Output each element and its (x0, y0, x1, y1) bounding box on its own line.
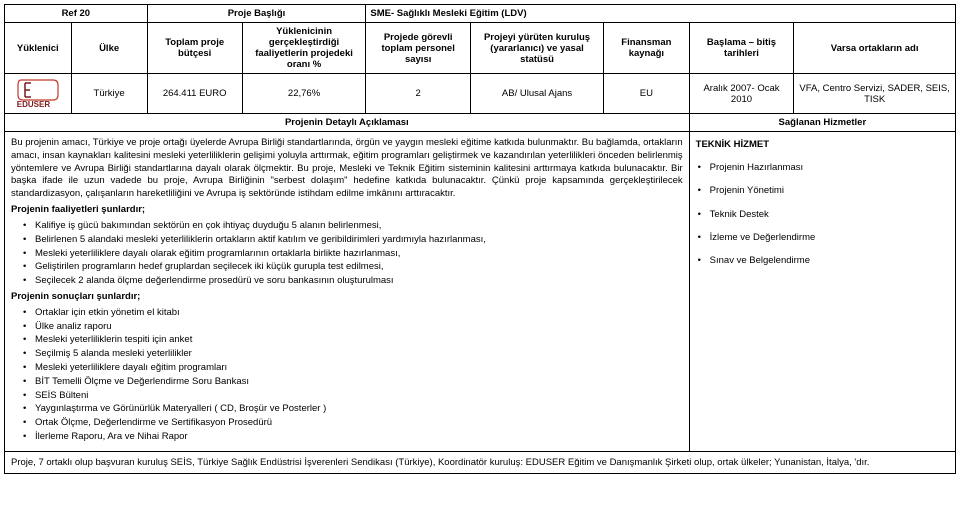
list-item: Seçilecek 2 alanda ölçme değerlendirme p… (11, 275, 683, 288)
list-item: Mesleki yeterliliklere dayalı eğitim pro… (11, 362, 683, 375)
title-row: Ref 20 Proje Başlığı SME- Sağlıklı Mesle… (5, 5, 956, 23)
header-personnel: Projede görevli toplam personel sayısı (366, 23, 471, 74)
header-budget: Toplam proje bütçesi (147, 23, 242, 74)
list-item: Projenin Yönetimi (696, 183, 949, 198)
list-item: Kalifiye iş gücü bakımından sektörün en … (11, 220, 683, 233)
services-list: Projenin Hazırlanması Projenin Yönetimi Te… (696, 160, 949, 268)
list-item: Sınav ve Belgelendirme (696, 253, 949, 268)
funding-value: EU (604, 74, 690, 114)
detail-content-cell: Bu projenin amacı, Türkiye ve proje orta… (5, 132, 690, 452)
ref-label: Ref 20 (5, 5, 148, 23)
header-country: Ülke (71, 23, 147, 74)
list-item: Seçilmiş 5 alanda mesleki yeterlilikler (11, 348, 683, 361)
detail-section-header: Projenin Detaylı Açıklaması (5, 114, 690, 132)
header-contractor: Yüklenici (5, 23, 72, 74)
footer-text: Proje, 7 ortaklı olup başvuran kuruluş S… (5, 451, 956, 473)
header-percentage: Yüklenicinin gerçekleştirdiği faaliyetle… (242, 23, 366, 74)
personnel-value: 2 (366, 74, 471, 114)
project-table: Ref 20 Proje Başlığı SME- Sağlıklı Mesle… (4, 4, 956, 474)
list-item: Ülke analiz raporu (11, 321, 683, 334)
list-item: İzleme ve Değerlendirme (696, 230, 949, 245)
services-cell: TEKNİK HİZMET Projenin HazırlanmasıProje… (689, 132, 955, 452)
list-item: Mesleki yeterliliklere dayalı olarak eği… (11, 248, 683, 261)
section-headers-row: Projenin Detaylı Açıklaması Sağlanan Hiz… (5, 114, 956, 132)
list-item: Ortak Ölçme, Değerlendirme ve Sertifikas… (11, 417, 683, 430)
dates-value: Aralık 2007- Ocak 2010 (689, 74, 794, 114)
header-dates: Başlama – bitiş tarihleri (689, 23, 794, 74)
content-row: Bu projenin amacı, Türkiye ve proje orta… (5, 132, 956, 452)
data-row: EDUSER Türkiye 264.411 EURO 22,76% 2 AB/… (5, 74, 956, 114)
contractor-logo-cell: EDUSER (5, 74, 72, 114)
footer-row: Proje, 7 ortaklı olup başvuran kuruluş S… (5, 451, 956, 473)
country-value: Türkiye (71, 74, 147, 114)
list-item: Projenin Hazırlanması (696, 160, 949, 175)
project-title-value: SME- Sağlıklı Mesleki Eğitim (LDV) (366, 5, 956, 23)
partners-value: VFA, Centro Servizi, SADER, SEIS, TISK (794, 74, 956, 114)
list-item: Geliştirilen programların hedef gruplard… (11, 261, 683, 274)
activities-list: Kalifiye iş gücü bakımından sektörün en … (11, 220, 683, 288)
column-headers-row: Yüklenici Ülke Toplam proje bütçesi Yükl… (5, 23, 956, 74)
list-item: İlerleme Raporu, Ara ve Nihai Rapor (11, 431, 683, 444)
beneficiary-value: AB/ Ulusal Ajans (470, 74, 603, 114)
list-item: SEİS Bülteni (11, 390, 683, 403)
list-item: Ortaklar için etkin yönetim el kitabı (11, 307, 683, 320)
services-heading: TEKNİK HİZMET (696, 137, 949, 152)
header-partners: Varsa ortakların adı (794, 23, 956, 74)
results-header: Projenin sonuçları şunlardır; (11, 291, 683, 304)
percentage-value: 22,76% (242, 74, 366, 114)
header-beneficiary: Projeyi yürüten kuruluş (yararlanıcı) ve… (470, 23, 603, 74)
list-item: Teknik Destek (696, 207, 949, 222)
project-description: Bu projenin amacı, Türkiye ve proje orta… (11, 137, 683, 201)
project-title-label: Proje Başlığı (147, 5, 366, 23)
list-item: Yaygınlaştırma ve Görünürlük Materyaller… (11, 403, 683, 416)
activities-header: Projenin faaliyetleri şunlardır; (11, 204, 683, 217)
budget-value: 264.411 EURO (147, 74, 242, 114)
list-item: Belirlenen 5 alandaki mesleki yeterlilik… (11, 234, 683, 247)
list-item: BİT Temelli Ölçme ve Değerlendirme Soru … (11, 376, 683, 389)
list-item: Mesleki yeterliliklerin tespiti için ank… (11, 334, 683, 347)
header-funding: Finansman kaynağı (604, 23, 690, 74)
results-list: Ortaklar için etkin yönetim el kitabıÜlk… (11, 307, 683, 444)
services-section-header: Sağlanan Hizmetler (689, 114, 955, 132)
eduser-logo-icon: EDUSER (15, 77, 61, 107)
